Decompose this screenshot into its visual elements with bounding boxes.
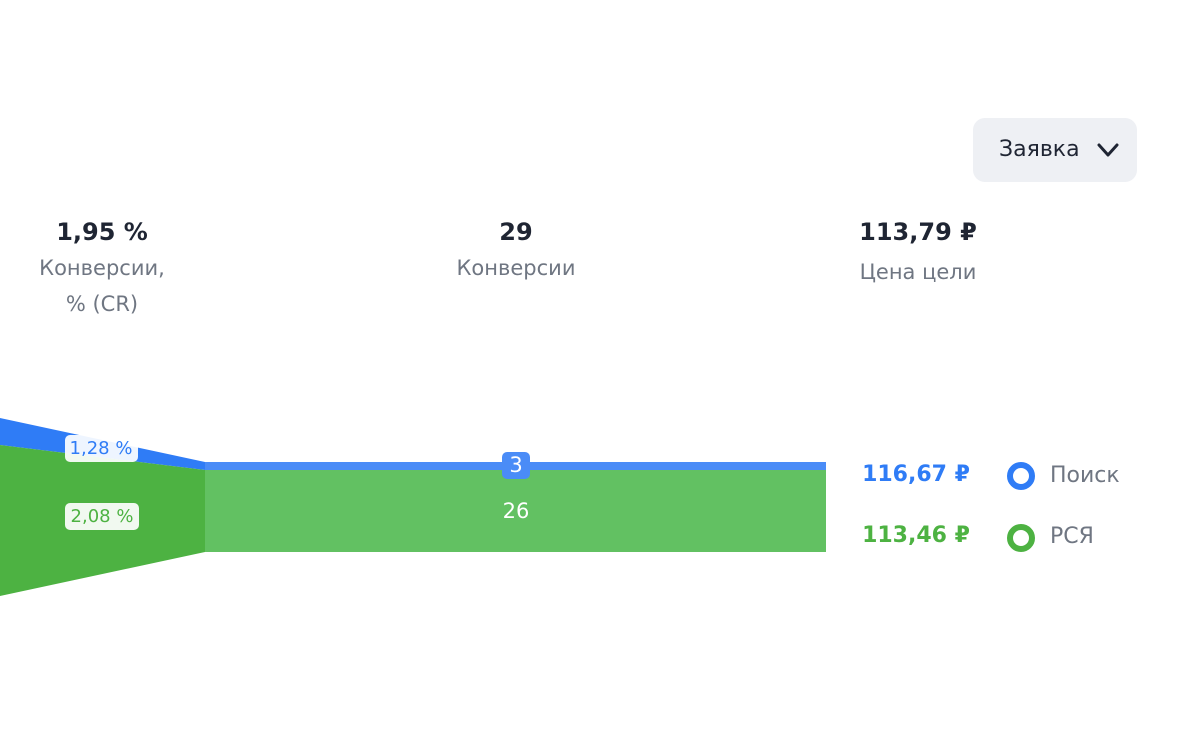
legend-marker <box>1007 524 1035 552</box>
dropdown-label[interactable]: Заявка <box>999 137 1080 162</box>
rsya-rate: 2,08 % <box>71 506 134 527</box>
metric-value: 113,79 ₽ <box>859 218 977 246</box>
rate-badge <box>65 503 139 530</box>
search-rate: 1,28 % <box>70 438 133 459</box>
dropdown[interactable]: Заявка <box>973 118 1137 182</box>
rate-badge <box>65 435 138 462</box>
chevron[interactable] <box>1097 143 1119 157</box>
metric: 29 Конверсии <box>436 218 596 286</box>
metric-label: Конверсии <box>456 256 576 280</box>
legend-name: РСЯ <box>1050 524 1094 549</box>
legend-marker <box>1007 462 1035 490</box>
rsya-band <box>205 470 826 552</box>
metric: 1,95 % Конверсии, % (CR) <box>22 218 182 322</box>
metric-value: 1,95 % <box>56 218 148 246</box>
dropdown-bg[interactable] <box>973 118 1137 182</box>
metric-label: Конверсии, % (CR) <box>39 256 165 316</box>
metric: 113,79 ₽ Цена цели <box>838 218 998 290</box>
rsya-price: 113,46 ₽ <box>862 523 970 548</box>
metric-label: Цена цели <box>859 260 977 284</box>
legend-name: Поиск <box>1050 463 1120 488</box>
search-count: 3 <box>509 453 522 477</box>
count-badge <box>502 452 530 479</box>
metric-value: 29 <box>499 218 533 246</box>
rsya-count: 26 <box>503 499 530 523</box>
search-price: 116,67 ₽ <box>862 462 970 487</box>
